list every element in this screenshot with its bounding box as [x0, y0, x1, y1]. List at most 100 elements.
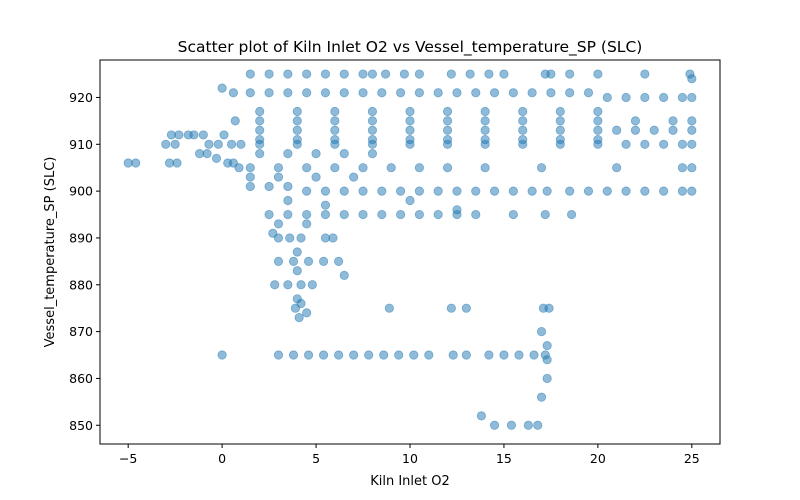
data-point	[677, 186, 688, 196]
data-point	[283, 209, 293, 220]
data-point	[546, 88, 556, 98]
data-point	[283, 88, 293, 98]
data-point	[687, 163, 697, 173]
data-point	[480, 125, 490, 135]
data-point	[484, 69, 494, 79]
data-point	[506, 420, 517, 430]
data-point	[273, 172, 284, 182]
data-point	[433, 209, 443, 220]
data-point	[189, 130, 199, 140]
data-point	[542, 186, 552, 196]
data-point	[414, 88, 424, 98]
data-point	[583, 88, 594, 98]
data-point	[339, 69, 349, 79]
data-point	[677, 92, 688, 103]
data-point	[292, 125, 302, 135]
data-point	[364, 350, 374, 360]
data-point	[489, 88, 500, 98]
data-point	[330, 125, 340, 135]
data-point	[489, 420, 500, 430]
y-tick-label: 920	[69, 90, 93, 105]
data-point	[405, 125, 415, 135]
data-point	[446, 69, 456, 79]
data-point	[540, 209, 550, 220]
data-point	[414, 163, 424, 173]
x-tick-label: 20	[590, 451, 606, 466]
data-point	[318, 256, 329, 266]
data-point	[234, 163, 244, 173]
data-point	[273, 350, 284, 360]
data-point	[367, 106, 378, 117]
data-point	[292, 139, 302, 149]
data-point	[405, 139, 415, 149]
x-axis-label: Kiln Inlet O2	[370, 474, 450, 489]
data-point	[302, 88, 312, 98]
data-point	[565, 69, 575, 79]
data-point	[518, 125, 528, 135]
data-point	[668, 125, 678, 135]
data-point	[296, 280, 306, 290]
data-point	[320, 200, 331, 210]
data-point	[330, 139, 340, 149]
x-tick-label: 0	[218, 451, 226, 466]
data-point	[294, 312, 304, 323]
data-point	[508, 209, 518, 220]
data-point	[499, 350, 509, 360]
data-point	[514, 350, 524, 360]
data-point	[566, 209, 577, 220]
data-point	[311, 172, 321, 182]
data-point	[339, 209, 349, 220]
data-point	[687, 125, 697, 135]
data-point	[544, 303, 554, 313]
data-point	[518, 106, 528, 117]
data-point	[593, 125, 603, 135]
data-point	[612, 163, 622, 173]
data-point	[292, 247, 302, 257]
data-point	[245, 181, 255, 192]
data-point	[480, 106, 490, 117]
y-tick-label: 890	[69, 230, 93, 245]
data-point	[677, 139, 688, 149]
data-point	[461, 350, 471, 360]
data-point	[349, 350, 359, 360]
x-tick-label: 15	[496, 451, 512, 466]
data-point	[339, 88, 349, 98]
data-point	[320, 88, 331, 98]
data-point	[405, 195, 415, 206]
data-point	[367, 125, 378, 135]
data-point	[226, 139, 237, 149]
data-point	[285, 233, 295, 243]
data-point	[255, 116, 265, 126]
data-point	[659, 92, 669, 103]
data-point	[687, 116, 697, 126]
data-point	[533, 420, 543, 430]
data-point	[270, 280, 280, 290]
data-point	[555, 106, 565, 117]
data-point	[630, 116, 641, 126]
data-point	[405, 106, 415, 117]
y-tick-label: 880	[69, 277, 93, 292]
data-point	[593, 139, 603, 149]
data-point	[303, 350, 314, 360]
data-point	[480, 116, 490, 126]
data-point	[394, 350, 404, 360]
data-point	[527, 88, 537, 98]
data-point	[687, 139, 697, 149]
data-point	[621, 92, 631, 103]
data-point	[593, 106, 603, 117]
data-point	[283, 181, 293, 192]
data-point	[161, 139, 171, 149]
data-point	[518, 116, 528, 126]
data-point	[640, 139, 650, 149]
x-tick-label: 10	[402, 451, 418, 466]
data-point	[204, 139, 214, 149]
data-points	[123, 69, 697, 430]
data-point	[255, 125, 265, 135]
data-point	[264, 88, 274, 98]
data-point	[489, 186, 500, 196]
data-point	[640, 92, 650, 103]
data-point	[367, 139, 378, 149]
data-point	[349, 172, 359, 182]
data-point	[302, 209, 312, 220]
data-point	[659, 186, 669, 196]
